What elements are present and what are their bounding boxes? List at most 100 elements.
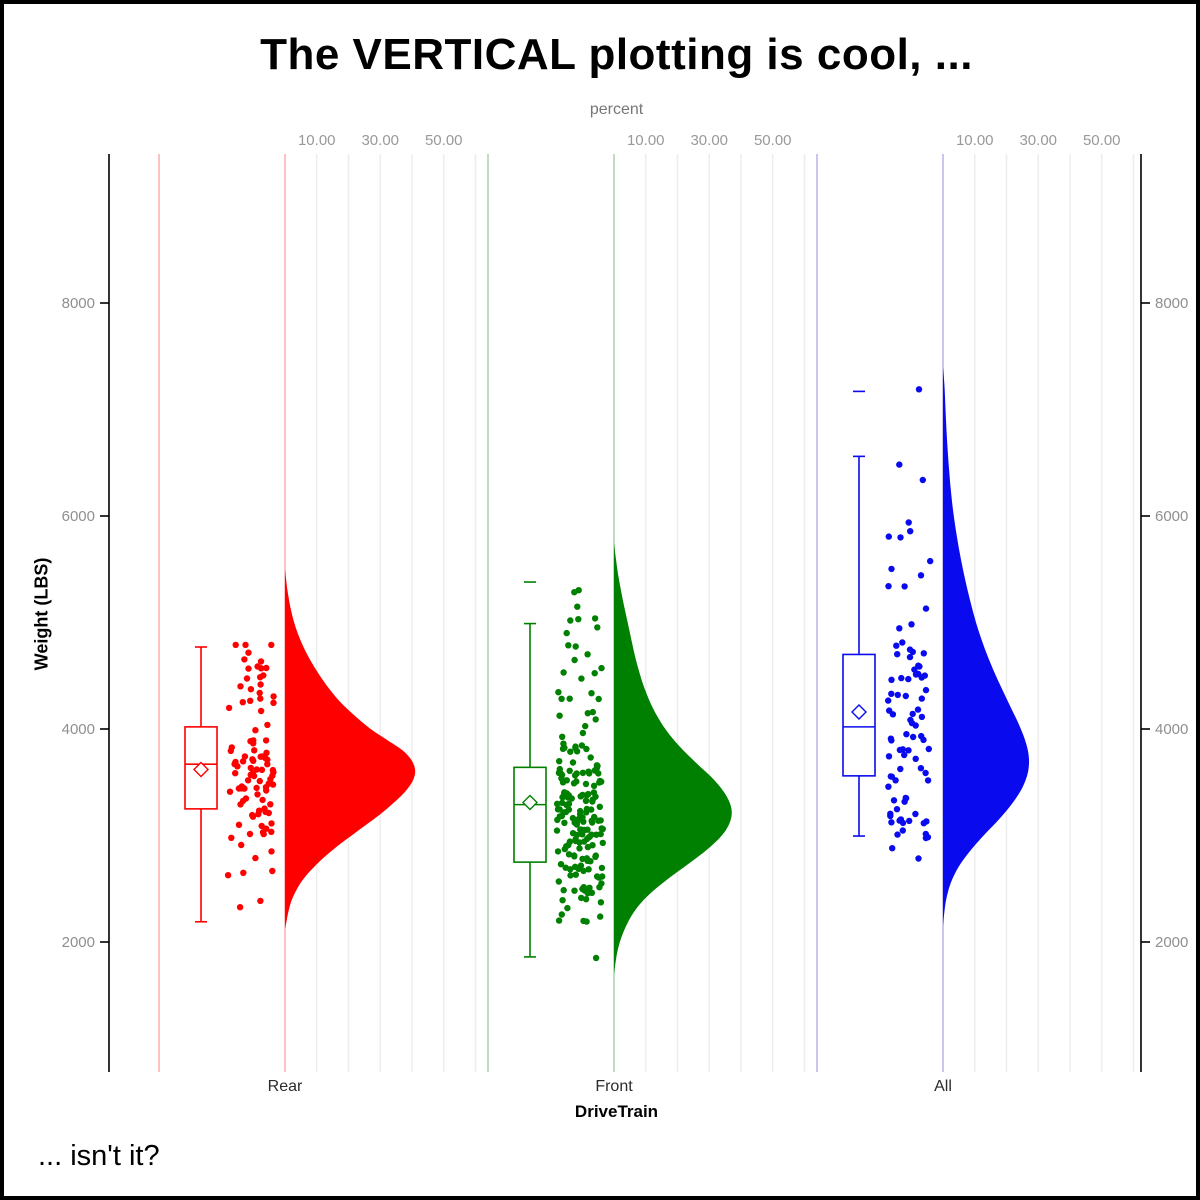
data-point-front	[566, 695, 573, 702]
y-axis-label-weight: Weight (LBS)	[31, 557, 52, 671]
data-point-all	[918, 713, 926, 721]
data-point-rear	[254, 663, 261, 670]
percent-tick-label: 50.00	[754, 132, 792, 149]
data-point-front	[554, 848, 562, 855]
data-point-front	[567, 872, 574, 879]
data-point-front	[565, 642, 572, 649]
data-point-all	[901, 751, 908, 759]
data-point-rear	[232, 641, 239, 649]
mean-diamond-all	[851, 703, 867, 720]
data-point-front	[589, 796, 596, 803]
data-point-rear	[257, 658, 265, 665]
data-point-all	[922, 605, 930, 612]
data-point-front	[587, 754, 594, 761]
data-point-all	[888, 676, 895, 683]
data-point-front	[580, 818, 587, 825]
data-point-all	[908, 719, 916, 727]
data-point-rear	[255, 811, 262, 818]
data-point-all	[905, 675, 912, 683]
data-point-front	[592, 853, 599, 860]
data-point-front	[558, 695, 565, 702]
data-point-front	[565, 806, 573, 813]
data-point-front	[569, 759, 577, 766]
data-point-all	[921, 672, 928, 679]
data-point-rear	[257, 695, 264, 702]
data-point-all	[909, 710, 916, 718]
data-point-rear	[263, 825, 270, 832]
data-point-all	[889, 845, 896, 852]
data-point-front	[563, 777, 570, 784]
data-point-front	[582, 896, 590, 903]
data-point-rear	[268, 848, 275, 855]
data-point-front	[554, 800, 561, 807]
data-point-all	[920, 820, 927, 827]
data-point-rear	[247, 771, 254, 778]
data-point-rear	[259, 796, 266, 804]
data-point-rear	[250, 740, 257, 747]
data-point-front	[595, 770, 602, 777]
data-point-front	[589, 708, 596, 716]
data-point-rear	[252, 854, 259, 862]
data-point-all	[927, 557, 934, 565]
data-point-rear	[260, 830, 267, 838]
data-point-all	[885, 533, 892, 540]
data-point-front	[577, 862, 585, 869]
data-point-front	[578, 894, 585, 902]
data-point-front	[556, 758, 563, 765]
data-point-front	[583, 809, 590, 816]
data-point-front	[584, 826, 591, 833]
data-point-front	[592, 716, 599, 723]
category-label-front: Front	[595, 1078, 633, 1095]
data-point-all	[912, 755, 919, 762]
data-point-rear	[253, 784, 260, 792]
data-point-front	[598, 664, 605, 672]
data-point-rear	[258, 766, 266, 773]
data-point-all	[906, 817, 913, 825]
data-point-all	[914, 706, 922, 713]
data-point-all	[896, 461, 903, 468]
data-point-rear	[252, 727, 259, 734]
data-point-all	[908, 621, 915, 628]
data-point-front	[593, 873, 601, 880]
data-point-rear	[244, 777, 252, 784]
mean-diamond-rear	[193, 761, 209, 778]
data-point-rear	[234, 763, 241, 770]
data-point-front	[560, 887, 567, 894]
data-point-all	[893, 806, 901, 813]
data-point-front	[559, 733, 566, 740]
data-point-all	[899, 827, 906, 834]
data-point-front	[557, 861, 565, 868]
data-point-rear	[254, 791, 261, 798]
y-tick-label-right: 2000	[1155, 934, 1188, 951]
data-point-front	[579, 729, 587, 737]
data-point-rear	[237, 683, 244, 690]
data-point-all	[916, 663, 923, 670]
data-point-front	[579, 855, 586, 863]
data-point-rear	[228, 744, 235, 751]
data-point-front	[554, 806, 562, 813]
box-front	[513, 766, 547, 863]
y-tick-label-right: 8000	[1155, 295, 1188, 312]
chart-title: The VERTICAL plotting is cool, ...	[260, 30, 973, 79]
data-point-rear	[268, 828, 275, 835]
data-point-front	[579, 831, 586, 838]
data-point-rear	[241, 656, 248, 663]
data-point-all	[892, 777, 899, 784]
data-point-all	[888, 565, 895, 573]
data-point-all	[912, 810, 919, 818]
data-point-front	[580, 884, 587, 891]
data-point-all	[886, 707, 893, 714]
data-point-front	[565, 800, 573, 808]
data-point-all	[919, 476, 926, 484]
data-point-front	[575, 616, 582, 623]
category-label-all: All	[934, 1078, 952, 1095]
data-point-all	[907, 528, 914, 535]
data-point-all	[922, 830, 929, 838]
data-point-front	[574, 603, 581, 610]
data-point-front	[597, 899, 605, 906]
data-point-front	[596, 779, 603, 786]
data-point-rear	[238, 783, 245, 790]
data-point-all	[887, 812, 894, 820]
data-point-all	[901, 583, 908, 590]
data-point-rear	[256, 689, 263, 697]
